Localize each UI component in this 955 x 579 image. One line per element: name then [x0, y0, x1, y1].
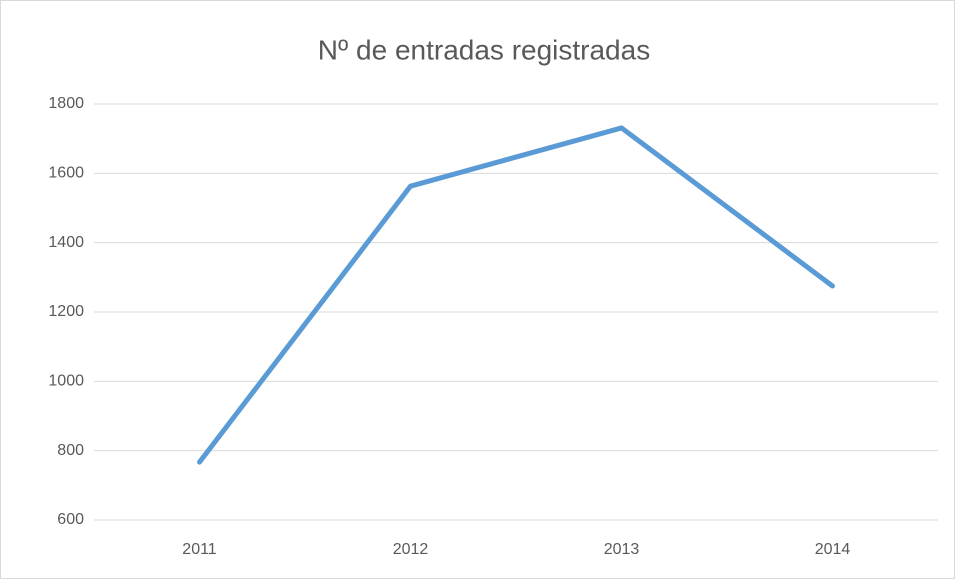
x-tick-label: 2011: [182, 541, 217, 558]
y-tick-label: 1600: [48, 165, 84, 182]
data-line: [197, 125, 835, 465]
x-tick-label: 2013: [604, 541, 640, 558]
chart-title: Nº de entradas registradas: [318, 34, 650, 65]
y-tick-label: 1800: [48, 95, 84, 112]
y-tick-label: 1000: [48, 373, 84, 390]
y-tick-label: 600: [57, 511, 84, 528]
x-tick-label: 2014: [815, 541, 851, 558]
y-tick-label: 1400: [48, 234, 84, 251]
y-tick-label: 1200: [48, 303, 84, 320]
y-tick-label: 800: [57, 442, 84, 459]
x-tick-label: 2012: [393, 541, 429, 558]
